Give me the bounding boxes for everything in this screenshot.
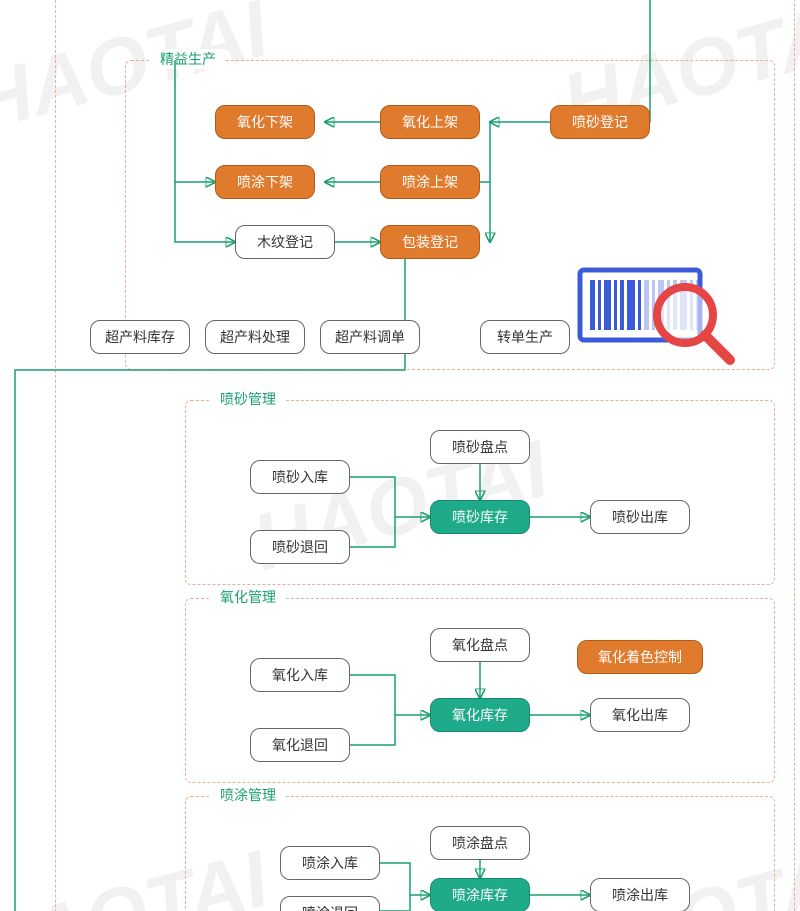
node-n_jingyi_row1_l: 氧化下架 [215,105,315,139]
node-n_jingyi_row2_m: 喷涂上架 [380,165,480,199]
node-ox_in: 氧化入库 [250,658,350,692]
node-ox_stock: 氧化库存 [430,698,530,732]
node-ox_out: 氧化出库 [590,698,690,732]
node-pt_out: 喷涂出库 [590,878,690,911]
node-pt_back: 喷涂退回 [280,896,380,911]
node-n_free_4: 转单生产 [480,320,570,354]
node-n_jingyi_row2_l: 喷涂下架 [215,165,315,199]
node-n_jingyi_row1_r: 喷砂登记 [550,105,650,139]
node-ps_out: 喷砂出库 [590,500,690,534]
panel-label-lean: 精益生产 [150,49,226,69]
node-ox_ctrl: 氧化着色控制 [577,640,703,674]
node-n_jingyi_row1_m: 氧化上架 [380,105,480,139]
node-n_free_2: 超产料处理 [205,320,305,354]
panel-label-ox: 氧化管理 [210,587,286,607]
node-ps_back: 喷砂退回 [250,530,350,564]
barcode-scan-icon [570,260,740,380]
panel-label-pt: 喷涂管理 [210,785,286,805]
node-n_free_3: 超产料调单 [320,320,420,354]
node-pt_stock: 喷涂库存 [430,878,530,911]
node-n_free_1: 超产料库存 [90,320,190,354]
node-pt_in: 喷涂入库 [280,846,380,880]
node-ps_stock: 喷砂库存 [430,500,530,534]
node-n_jingyi_row3_m: 包装登记 [380,225,480,259]
node-ps_check: 喷砂盘点 [430,430,530,464]
node-n_jingyi_row3_l: 木纹登记 [235,225,335,259]
node-ox_check: 氧化盘点 [430,628,530,662]
node-ps_in: 喷砂入库 [250,460,350,494]
node-pt_check: 喷涂盘点 [430,826,530,860]
diagram-stage: HAOTAIHAOTAIHAOTAIHAOTAIHAOTAI精益生产喷砂管理氧化… [0,0,800,911]
panel-label-ps: 喷砂管理 [210,389,286,409]
node-ox_back: 氧化退回 [250,728,350,762]
